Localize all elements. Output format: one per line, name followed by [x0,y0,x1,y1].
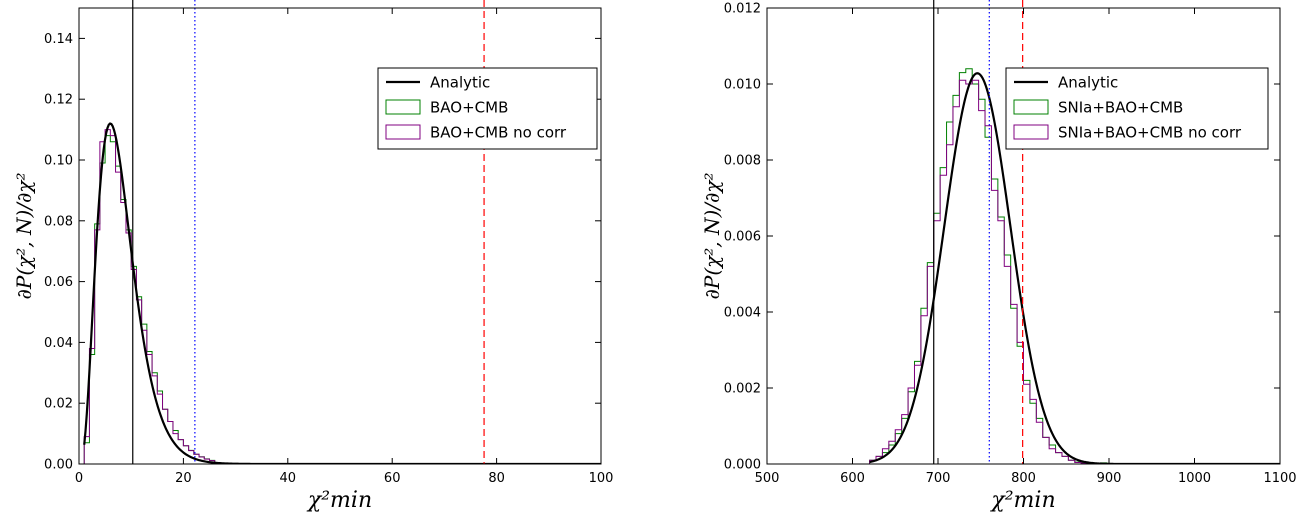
x-tick-label: 700 [926,471,951,486]
y-tick-label: 0.004 [724,306,761,321]
y-tick-label: 0.006 [724,230,761,245]
x-tick-label: 1100 [1263,471,1296,486]
x-tick-label: 800 [1011,471,1036,486]
x-tick-label: 1000 [1178,471,1211,486]
y-axis-label: ∂P(χ², N)/∂χ² [12,173,36,300]
legend-entry-label: BAO+CMB no corr [430,124,567,142]
legend-handle-hist [385,124,421,140]
y-tick-label: 0.06 [44,275,73,290]
legend-box [1005,67,1269,150]
y-tick-label: 0.10 [44,154,73,169]
x-axis-label: χ²min [989,488,1055,513]
x-tick-label: 80 [488,471,505,486]
y-tick-label: 0.010 [724,78,761,93]
legend: Analytic SNIa+BAO+CMB SNIa+BAO+CMB no corr [1005,67,1269,150]
y-axis-label: ∂P(χ², N)/∂χ² [700,173,724,300]
y-tick-label: 0.02 [44,397,73,412]
x-tick-label: 900 [1097,471,1122,486]
legend-entry-label: BAO+CMB [430,99,508,117]
y-tick-label: 0.000 [724,458,761,473]
x-tick-label: 600 [840,471,865,486]
legend-handle-hist [1013,124,1049,140]
y-tick-label: 0.08 [44,214,73,229]
left-panel: 0 20 40 60 80 100 0.00 0.02 0.04 0.06 0.08 0.10 0.12… [12,0,613,513]
analytic-curve [83,122,601,464]
plot-area [83,122,601,464]
x-tick-label: 0 [75,471,83,486]
y-tick-label: 0.012 [724,2,761,17]
y-tick-label: 0.04 [44,336,73,351]
y-tick-label: 0.12 [44,93,73,108]
x-tick-label: 40 [280,471,297,486]
x-tick-label: 500 [755,471,780,486]
x-axis-label: χ²min [306,488,372,513]
legend-handle-hist [1013,99,1049,115]
axes-frame [78,7,602,465]
right-panel: 500 600 700 800 900 1000 1100 0.000 0.002 0.004 0.… [700,0,1297,513]
legend-entry-label: Analytic [430,74,490,92]
histogram-series-2 [869,79,1133,464]
analytic-curve [869,72,1280,464]
y-tick-label: 0.14 [44,32,73,47]
legend-handle-hist [385,99,421,115]
legend: Analytic BAO+CMB BAO+CMB no corr [377,67,598,150]
legend-entry-label: Analytic [1058,74,1118,92]
x-tick-label: 100 [589,471,614,486]
x-tick-label: 60 [384,471,401,486]
y-tick-label: 0.00 [44,458,73,473]
legend-entry-label: SNIa+BAO+CMB no corr [1058,124,1242,142]
y-tick-label: 0.002 [724,382,761,397]
y-tick-label: 0.008 [724,154,761,169]
x-tick-label: 20 [175,471,192,486]
legend-entry-label: SNIa+BAO+CMB [1058,99,1183,117]
plot-area [869,68,1280,464]
legend-box [377,67,598,150]
